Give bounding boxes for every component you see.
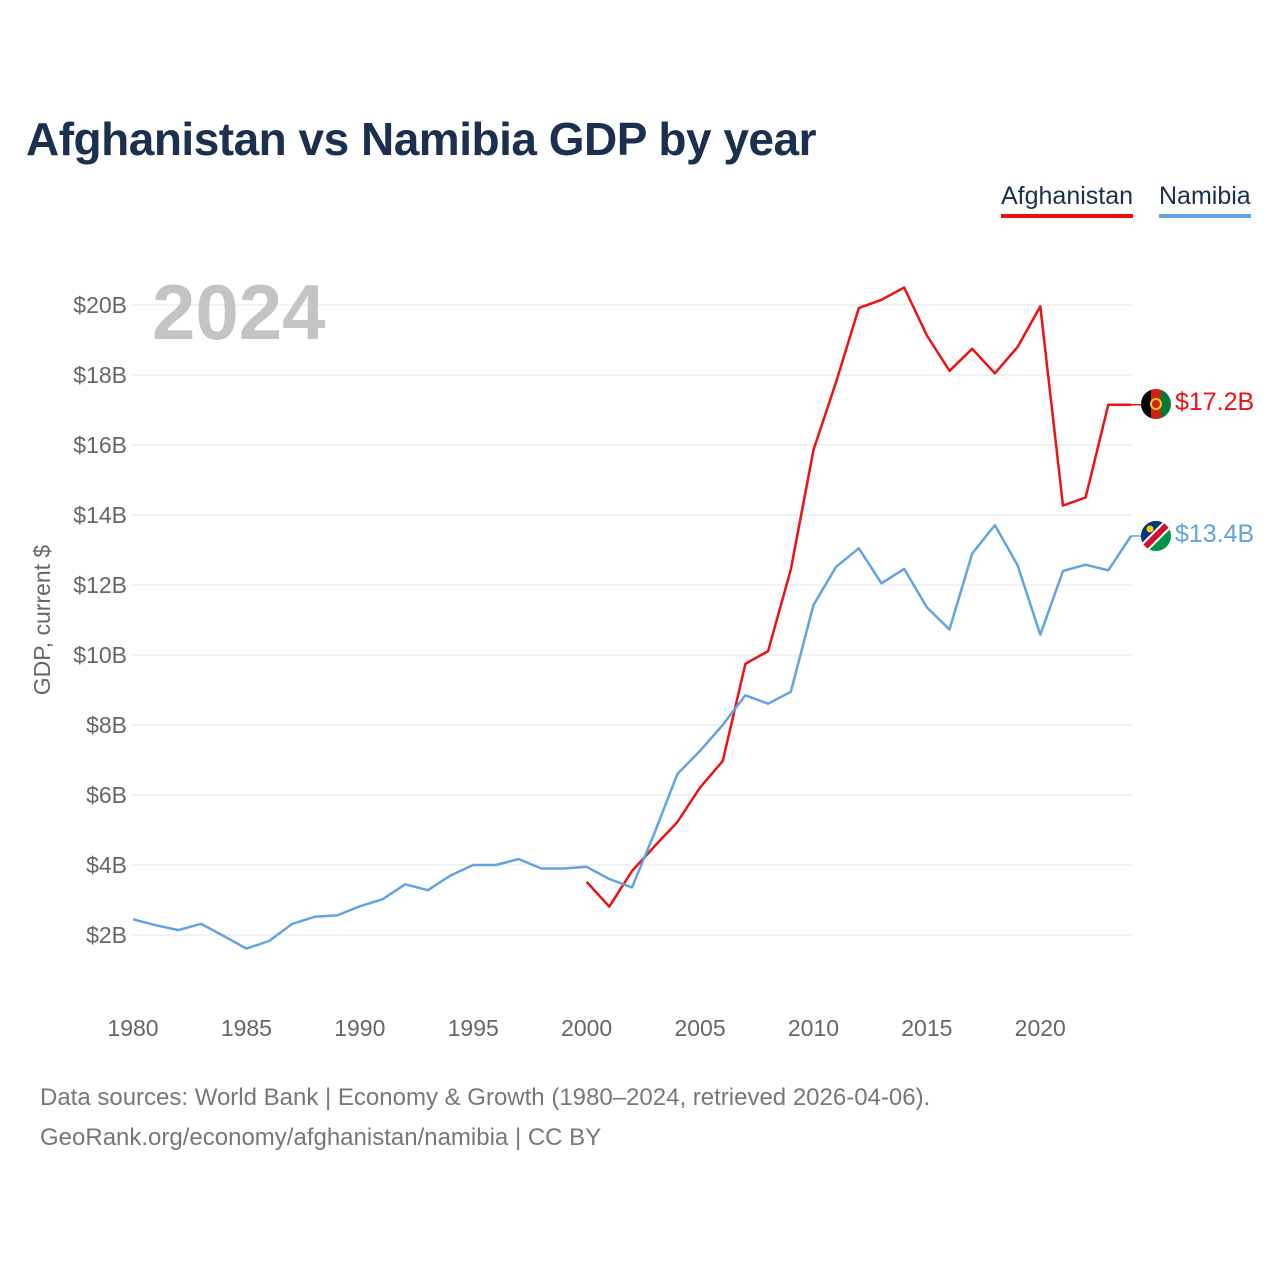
- x-tick-label: 1990: [334, 1015, 385, 1041]
- y-tick-label: $4B: [86, 852, 127, 878]
- legend-item-afghanistan[interactable]: Afghanistan: [1001, 182, 1134, 218]
- x-tick-label: 2010: [788, 1015, 839, 1041]
- legend-label-namibia: Namibia: [1159, 182, 1251, 210]
- y-tick-label: $6B: [86, 782, 127, 808]
- y-tick-label: $16B: [73, 432, 127, 458]
- namibia-flag-icon: [1141, 521, 1171, 551]
- series-lines: [132, 286, 1141, 950]
- legend-swatch-afghanistan: [1001, 214, 1134, 218]
- y-tick-label: $8B: [86, 712, 127, 738]
- grid-lines: [133, 304, 1131, 936]
- afghanistan-flag-icon: [1141, 389, 1171, 419]
- y-axis-label: GDP, current $: [29, 545, 55, 696]
- x-tick-label: 2015: [901, 1015, 952, 1041]
- y-tick-label: $2B: [86, 922, 127, 948]
- legend-swatch-namibia: [1159, 214, 1251, 218]
- x-tick-label: 2000: [561, 1015, 612, 1041]
- chart-title: Afghanistan vs Namibia GDP by year: [26, 113, 816, 165]
- y-tick-label: $10B: [73, 642, 127, 668]
- legend-label-afghanistan: Afghanistan: [1001, 182, 1134, 210]
- series-line-namibia: [132, 523, 1133, 950]
- y-tick-label: $20B: [73, 292, 127, 318]
- line-chart: $2B $4B $6B $8B $10B $12B $14B $16B $18B $20B 198…: [29, 268, 1254, 1041]
- y-tick-label: $14B: [73, 502, 127, 528]
- x-axis-ticks: 1980 1985 1990 1995 2000 2005 2010 2015 2020: [107, 1015, 1065, 1041]
- end-label-afghanistan: $17.2B: [1175, 388, 1254, 416]
- x-tick-label: 1985: [221, 1015, 272, 1041]
- footer-link[interactable]: GeoRank.org/economy/afghanistan/namibia …: [40, 1124, 602, 1151]
- year-label: 2024: [152, 268, 326, 356]
- end-label-namibia: $13.4B: [1175, 520, 1254, 548]
- x-tick-label: 2020: [1015, 1015, 1066, 1041]
- legend-item-namibia[interactable]: Namibia: [1159, 182, 1251, 218]
- series-line-afghanistan: [585, 286, 1131, 908]
- y-tick-label: $12B: [73, 572, 127, 598]
- footer-source: Data sources: World Bank | Economy & Gro…: [40, 1084, 931, 1111]
- y-axis-ticks: $2B $4B $6B $8B $10B $12B $14B $16B $18B $20B: [73, 292, 127, 948]
- x-tick-label: 1995: [448, 1015, 499, 1041]
- x-tick-label: 1980: [107, 1015, 158, 1041]
- x-tick-label: 2005: [674, 1015, 725, 1041]
- y-tick-label: $18B: [73, 362, 127, 388]
